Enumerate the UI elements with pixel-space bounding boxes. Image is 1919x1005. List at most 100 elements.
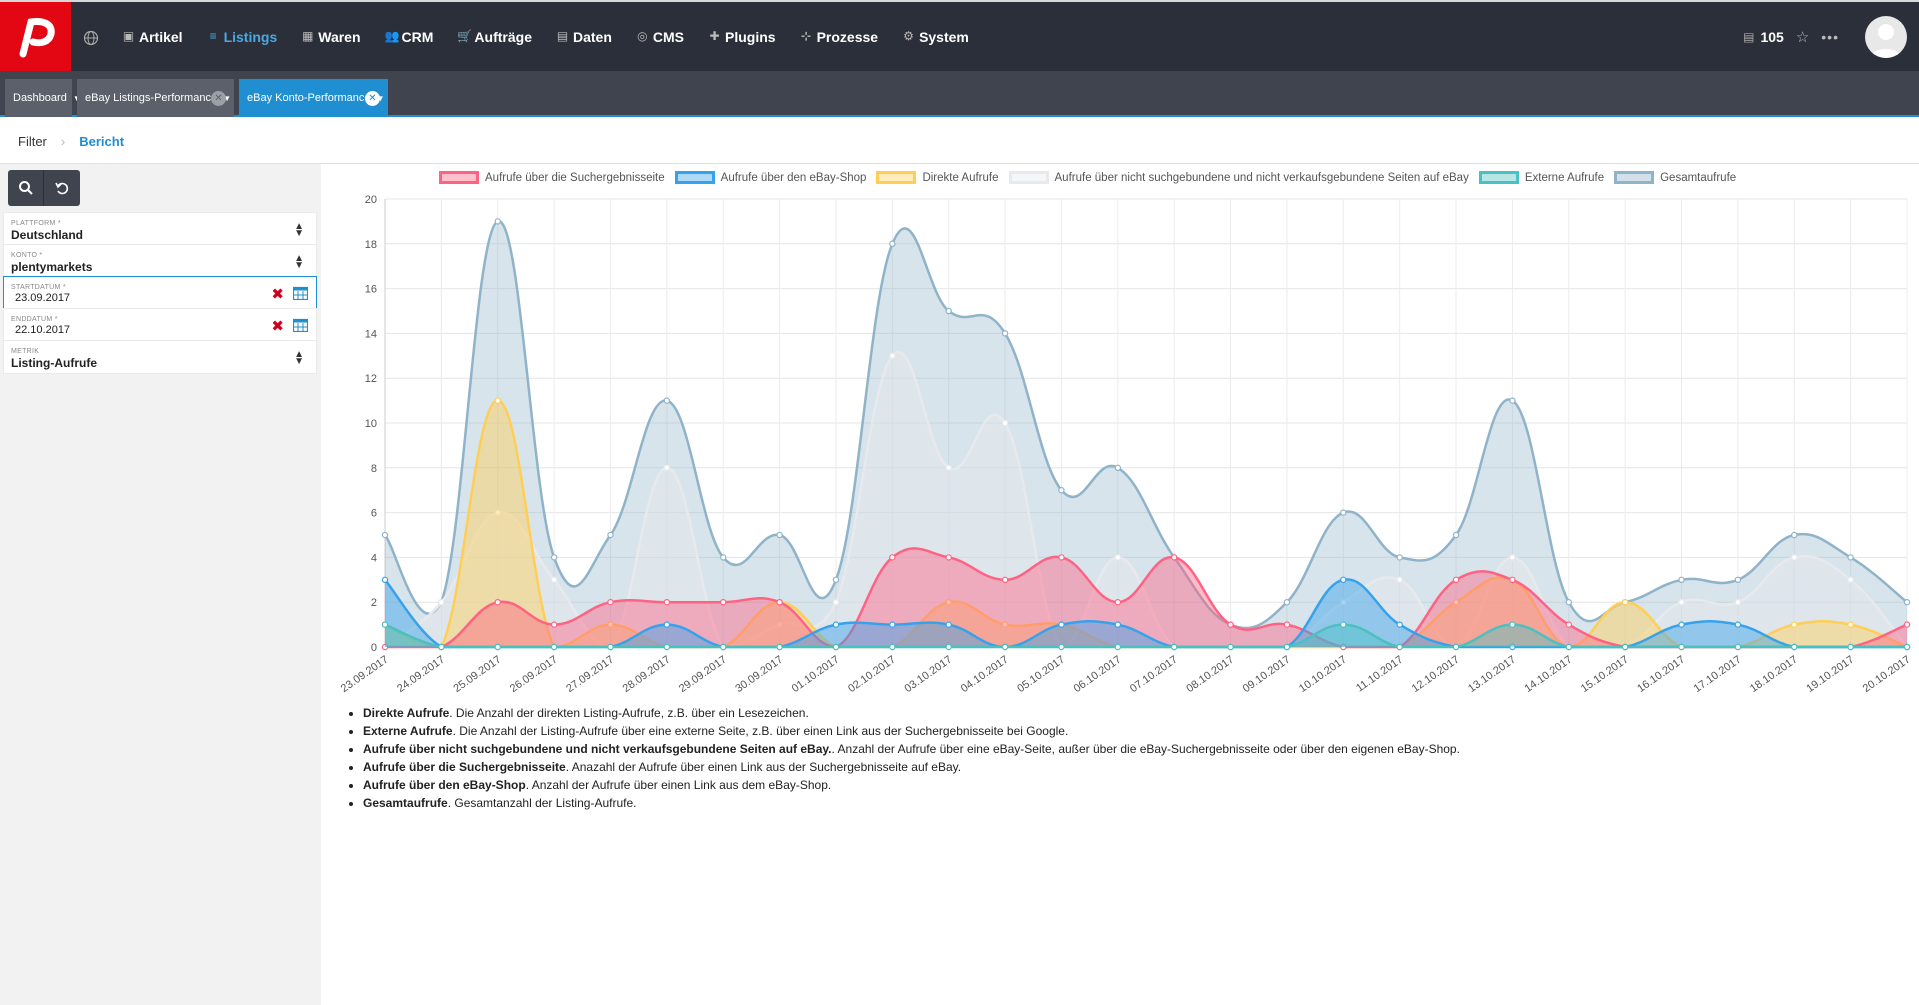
nav-item-cms[interactable]: ◎ CMS	[624, 2, 696, 71]
nav-item-aufträge[interactable]: 🛒 Aufträge	[445, 2, 544, 71]
globe-icon[interactable]	[83, 30, 99, 46]
data-point	[1509, 397, 1516, 404]
tab-dashboard[interactable]: Dashboard ▼	[5, 79, 81, 117]
data-point	[1847, 621, 1854, 628]
tab-label: eBay Listings-Performance	[85, 92, 218, 104]
tab-label: Dashboard	[13, 92, 67, 104]
data-point	[1001, 576, 1009, 583]
y-tick-label: 6	[371, 508, 377, 520]
plattform-select[interactable]: Plattform * Deutschland ▲ ▼	[3, 212, 317, 246]
y-tick-label: 4	[371, 552, 377, 564]
data-point	[1903, 621, 1911, 628]
nav-item-waren[interactable]: ▦ Waren	[289, 2, 372, 71]
legend-item[interactable]: Aufrufe über die Suchergebnisseite	[439, 171, 665, 184]
legend-label: Direkte Aufrufe	[922, 171, 999, 184]
startdatum-field[interactable]: Startdatum * 23.09.2017 ✖	[3, 276, 317, 310]
area-chart: 0 2 4 6 8 10 12 14 16 18 20 23.09.2017 24.09.2017 25.…	[339, 194, 1913, 695]
field-label: Konto *	[11, 252, 43, 259]
legend-item[interactable]: Aufrufe über nicht suchgebundene und nic…	[1008, 171, 1469, 184]
data-point	[1678, 599, 1685, 606]
data-point	[1734, 599, 1742, 606]
x-tick-label: 16.10.2017	[1635, 654, 1687, 695]
x-tick-label: 15.10.2017	[1579, 654, 1631, 695]
nav-item-system[interactable]: ⚙ System	[890, 2, 981, 71]
nav-item-crm[interactable]: 👥 CRM	[373, 2, 446, 71]
tab-ebay-listings-performance[interactable]: eBay Listings-Performance ▼ ✕	[77, 79, 234, 117]
field-value: 23.09.2017	[15, 292, 71, 304]
data-point	[1678, 643, 1685, 651]
konto-select[interactable]: Konto * plentymarkets ▲ ▼	[3, 244, 317, 278]
calendar-icon[interactable]	[293, 286, 308, 300]
description-text: . Die Anzahl der Listing-Aufrufe über ei…	[452, 724, 1069, 738]
legend-item[interactable]: Direkte Aufrufe	[876, 171, 999, 184]
description-term: Aufrufe über nicht suchgebundene und nic…	[363, 742, 832, 756]
tab-ebay-konto-performance[interactable]: eBay Konto-Performance ▼ ✕	[239, 79, 388, 117]
star-icon[interactable]: ☆	[1795, 28, 1810, 46]
legend-label: Aufrufe über nicht suchgebundene und nic…	[1054, 171, 1469, 184]
y-tick-label: 10	[365, 418, 377, 430]
metrik-select[interactable]: Metrik Listing-Aufrufe ▲ ▼	[3, 340, 317, 374]
puzzle-icon: ✚	[709, 29, 720, 43]
clear-icon[interactable]: ✖	[271, 286, 284, 303]
field-value: Listing-Aufrufe	[11, 356, 97, 370]
logo-icon	[19, 17, 55, 57]
legend-label: Aufrufe über den eBay-Shop	[720, 171, 867, 184]
calendar-icon[interactable]	[293, 318, 308, 332]
main-nav: ▣ Artikel ≡ Listings ▦ Waren 👥 CRM 🛒 Aufträge ▤ Dat…	[110, 2, 981, 71]
field-value: plentymarkets	[11, 260, 93, 274]
search-button[interactable]	[8, 170, 44, 206]
legend-item[interactable]: Gesamtaufrufe	[1614, 171, 1736, 184]
nav-item-artikel[interactable]: ▣ Artikel	[110, 2, 195, 71]
data-point	[1509, 554, 1516, 561]
x-tick-label: 06.10.2017	[1072, 654, 1124, 695]
x-tick-label: 27.09.2017	[564, 654, 616, 695]
notification-count[interactable]: ▤ 105	[1743, 29, 1784, 45]
data-point	[1170, 554, 1178, 561]
data-point	[1114, 643, 1122, 651]
x-tick-label: 17.10.2017	[1692, 654, 1744, 695]
description-text: . Die Anzahl der direkten Listing-Aufruf…	[449, 706, 809, 720]
crumb-bericht[interactable]: Bericht	[79, 133, 125, 149]
x-tick-label: 24.09.2017	[395, 654, 447, 695]
data-point	[381, 643, 389, 651]
data-point	[663, 397, 671, 404]
data-point	[1058, 554, 1065, 561]
top-navbar: ▣ Artikel ≡ Listings ▦ Waren 👥 CRM 🛒 Aufträge ▤ Dat…	[0, 0, 1919, 71]
nav-item-daten[interactable]: ▤ Daten	[544, 2, 624, 71]
close-icon[interactable]: ✕	[365, 91, 380, 106]
nav-item-label: CMS	[652, 28, 685, 45]
reset-button[interactable]	[44, 170, 80, 206]
legend-label: Gesamtaufrufe	[1660, 171, 1737, 184]
data-point	[1340, 576, 1347, 583]
data-point	[1114, 621, 1122, 628]
undo-icon	[55, 182, 69, 195]
data-point	[1227, 643, 1234, 651]
enddatum-field[interactable]: Enddatum * 22.10.2017 ✖	[3, 308, 317, 342]
legend-item[interactable]: Aufrufe über den eBay-Shop	[674, 171, 867, 184]
legend-item[interactable]: Externe Aufrufe	[1478, 171, 1604, 184]
caret-down-icon: ▼	[73, 94, 81, 103]
globe-icon: ◎	[637, 29, 648, 43]
close-icon[interactable]: ✕	[211, 91, 226, 106]
data-point	[663, 643, 671, 651]
description-item: Gesamtaufrufe. Gesamtanzahl der Listing-…	[363, 796, 1460, 810]
description-term: Direkte Aufrufe	[363, 706, 450, 720]
data-point	[1678, 576, 1685, 583]
data-point	[1396, 643, 1403, 651]
nav-item-prozesse[interactable]: ⊹ Prozesse	[788, 2, 890, 71]
nav-item-listings[interactable]: ≡ Listings	[195, 2, 290, 71]
clear-icon[interactable]: ✖	[271, 318, 284, 335]
nav-item-plugins[interactable]: ✚ Plugins	[696, 2, 788, 71]
crumb-filter[interactable]: Filter	[18, 133, 47, 149]
data-point	[1452, 531, 1460, 539]
sort-icon: ▲ ▼	[294, 253, 304, 271]
plentymarkets-logo[interactable]	[0, 2, 71, 71]
data-point	[1847, 576, 1854, 583]
avatar[interactable]	[1865, 15, 1907, 58]
data-point	[1452, 599, 1460, 606]
data-point	[1058, 487, 1065, 494]
data-point	[1734, 643, 1742, 651]
x-tick-label: 10.10.2017	[1297, 654, 1349, 695]
more-icon[interactable]: •••	[1821, 28, 1839, 45]
user-icon	[1870, 23, 1902, 58]
